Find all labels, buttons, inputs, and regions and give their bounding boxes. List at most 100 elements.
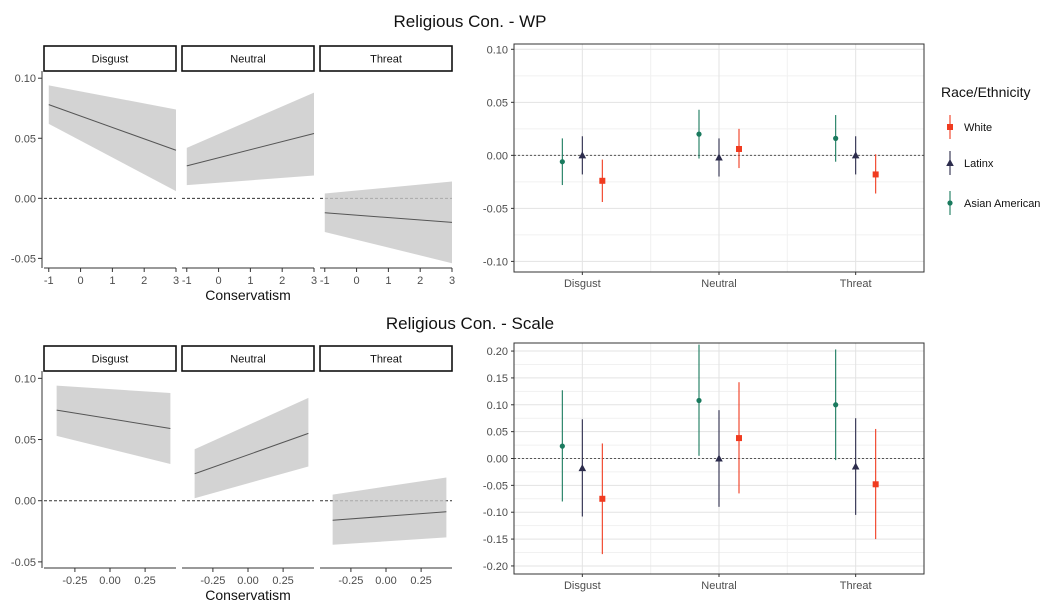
y-tick-label: 0.10: [15, 373, 36, 385]
y-tick-label: -0.05: [11, 253, 36, 265]
facet-strip-label: Disgust: [92, 354, 129, 366]
y-tick-label: 0.05: [15, 435, 36, 447]
fitted-line: [194, 432, 309, 475]
x-tick-label: -0.25: [338, 575, 363, 587]
y-tick-label: 0.05: [487, 97, 508, 109]
facet-strip-label: Threat: [370, 354, 402, 366]
data-point: [578, 151, 587, 159]
y-tick-label: 0.15: [487, 373, 508, 385]
x-axis-label: Conservatism: [205, 287, 291, 303]
dot-chart-1: -0.10 -0.05 0.00 0.05 0.10 Disgust Neutral Thre…: [483, 43, 925, 290]
facet-strip: [181, 345, 315, 372]
legend-item-label: White: [964, 122, 992, 134]
data-point: [851, 151, 860, 159]
x-tick-label: Neutral: [701, 278, 736, 290]
x-tick-label: 0: [216, 275, 222, 287]
confidence-ribbon: [186, 92, 314, 186]
x-tick-label: -1: [44, 275, 54, 287]
data-point: [715, 454, 723, 462]
legend-key-marker: [947, 124, 953, 130]
fitted-line: [186, 132, 315, 167]
x-tick-label: 0: [354, 275, 360, 287]
x-tick-label: 3: [173, 275, 179, 287]
y-tick-label: 0.10: [15, 73, 36, 85]
x-tick-label: Disgust: [564, 278, 601, 290]
y-tick-label: 0.10: [487, 400, 508, 412]
titles-layer: Religious Con. - WP Religious Con. - Sca…: [386, 12, 554, 333]
facet-strip-label: Neutral: [230, 354, 265, 366]
legend-key-marker: [947, 200, 953, 206]
data-point: [696, 397, 702, 404]
facet-chart-2: -0.05 0.00 0.05 0.10 Disgust -0.25 0.00 0.25 Neu…: [11, 345, 453, 603]
x-axis-label: Conservatism: [205, 587, 291, 603]
y-tick-label: 0.00: [15, 193, 36, 205]
y-tick-label: -0.05: [483, 203, 508, 215]
data-point: [559, 443, 565, 449]
y-tick-label: -0.10: [483, 256, 508, 268]
data-point: [599, 177, 606, 184]
y-tick-label: 0.20: [487, 346, 508, 358]
x-tick-label: 0.00: [99, 575, 120, 587]
dot-chart-3: -0.20 -0.15 -0.10 -0.05 0.00 0.05 0.10 0.15 0.20…: [483, 342, 925, 592]
x-tick-label: Neutral: [701, 580, 736, 592]
y-tick-label: -0.15: [483, 534, 508, 546]
y-tick-label: 0.05: [487, 427, 508, 439]
y-tick-label: 0.00: [487, 454, 508, 466]
facet-chart-0: -0.05 0.00 0.05 0.10 Disgust -1 0 1 2 3 Neutral -1 0…: [11, 45, 455, 303]
y-tick-label: 0.00: [15, 496, 36, 508]
confidence-ribbon: [56, 385, 171, 464]
facet-strip-label: Neutral: [230, 54, 265, 66]
facet-strip-label: Threat: [370, 54, 402, 66]
x-tick-label: 0.25: [410, 575, 431, 587]
data-point: [715, 153, 723, 161]
facet-strip: [319, 45, 453, 72]
y-tick-label: -0.05: [11, 557, 36, 569]
data-point: [696, 131, 702, 137]
x-tick-label: 2: [417, 275, 423, 287]
x-tick-label: 0.00: [237, 575, 258, 587]
facet-strip: [181, 45, 315, 72]
data-point: [872, 481, 879, 488]
data-point: [736, 435, 742, 442]
x-tick-label: 1: [385, 275, 391, 287]
confidence-ribbon: [48, 85, 176, 192]
fitted-line: [48, 104, 177, 151]
data-point: [559, 159, 565, 165]
x-tick-label: 2: [279, 275, 285, 287]
x-tick-label: -0.25: [62, 575, 87, 587]
fitted-line: [56, 409, 171, 430]
y-tick-label: -0.10: [483, 507, 508, 519]
legend-key-marker: [946, 159, 954, 166]
legend: Race/Ethnicity White Latinx Asian American: [941, 84, 1040, 215]
x-tick-label: 0: [78, 275, 84, 287]
x-tick-label: -1: [182, 275, 192, 287]
data-point: [833, 135, 839, 141]
x-tick-label: 0.25: [134, 575, 155, 587]
data-point: [578, 464, 587, 472]
data-point: [736, 145, 742, 152]
y-tick-label: -0.05: [483, 480, 508, 492]
legend-item-label: Latinx: [964, 158, 994, 170]
confidence-ribbon: [324, 181, 452, 264]
fitted-line: [332, 511, 447, 521]
x-tick-label: 2: [141, 275, 147, 287]
facet-strip-label: Disgust: [92, 54, 129, 66]
x-tick-label: 3: [311, 275, 317, 287]
x-tick-label: Disgust: [564, 580, 601, 592]
x-tick-label: -0.25: [200, 575, 225, 587]
title-religious-wp: Religious Con. - WP: [393, 12, 546, 31]
fitted-line: [324, 212, 453, 223]
data-point: [872, 171, 879, 178]
x-tick-label: 0.00: [375, 575, 396, 587]
y-tick-label: 0.10: [487, 44, 508, 56]
charts-layer: -0.05 0.00 0.05 0.10 Disgust -1 0 1 2 3 Neutral -1 0…: [11, 43, 925, 603]
confidence-ribbon: [194, 397, 309, 499]
data-point: [833, 402, 839, 408]
facet-strip: [319, 345, 453, 372]
x-tick-label: 1: [109, 275, 115, 287]
x-tick-label: -1: [320, 275, 330, 287]
title-religious-scale: Religious Con. - Scale: [386, 314, 554, 333]
y-tick-label: 0.00: [487, 150, 508, 162]
x-tick-label: 3: [449, 275, 455, 287]
